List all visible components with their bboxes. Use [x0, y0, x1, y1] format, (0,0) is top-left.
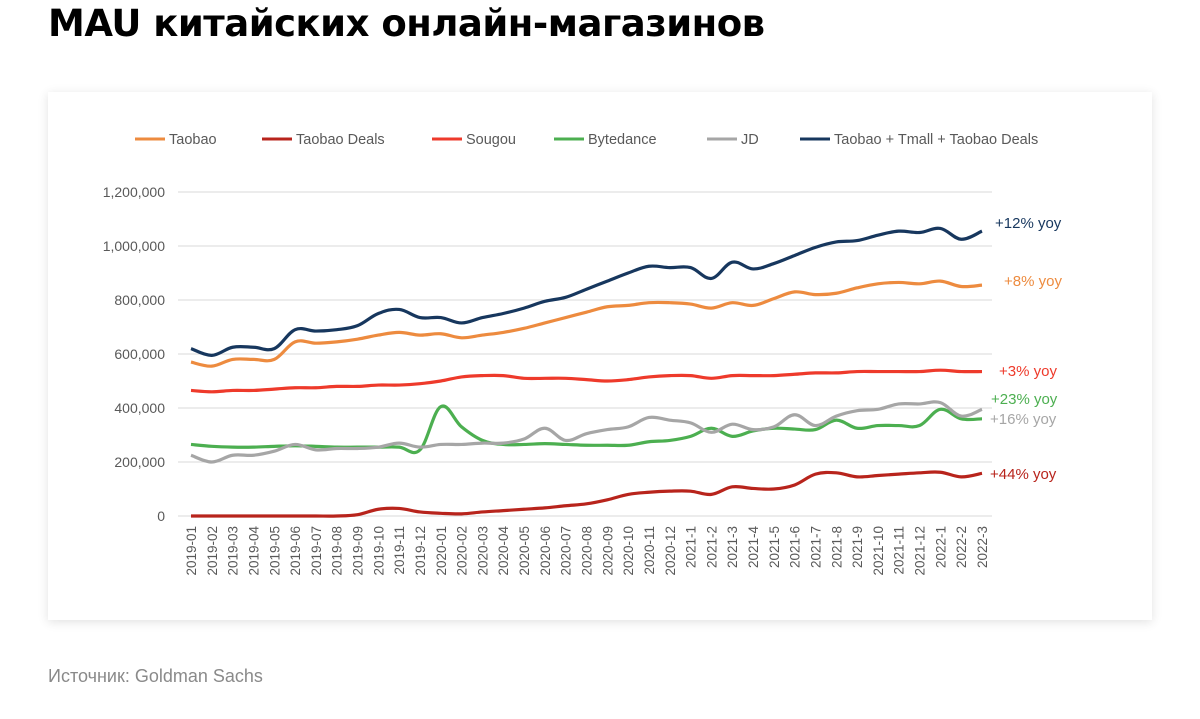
x-tick-label: 2021-3	[725, 526, 740, 568]
x-tick-label: 2021-11	[892, 526, 907, 575]
yoy-annotation: +8% yoy	[1004, 273, 1062, 290]
series-line-jd	[190, 400, 983, 464]
yoy-annotation: +12% yoy	[995, 215, 1062, 232]
x-tick-label: 2020-03	[475, 526, 490, 576]
yoy-annotation: +3% yoy	[999, 363, 1057, 380]
x-tick-label: 2020-11	[642, 526, 657, 575]
x-axis: 2019-01 2019-02 2019-03 2019-04 2019-05 2019-…	[184, 526, 990, 576]
x-tick-label: 2022-1	[933, 526, 948, 568]
gridlines	[178, 191, 992, 517]
x-tick-label: 2020-06	[538, 526, 553, 576]
series-line-bytedance	[190, 404, 983, 455]
x-tick-label: 2019-02	[205, 526, 220, 576]
x-tick-label: 2019-01	[184, 526, 199, 576]
x-tick-label: 2020-04	[496, 526, 511, 576]
x-tick-label: 2020-05	[517, 526, 532, 576]
x-tick-label: 2021-1	[684, 526, 699, 568]
x-tick-label: 2019-04	[246, 526, 261, 576]
x-tick-label: 2020-10	[621, 526, 636, 576]
x-tick-label: 2019-07	[309, 526, 324, 576]
x-tick-label: 2021-5	[767, 526, 782, 568]
x-tick-label: 2021-10	[871, 526, 886, 576]
source-note: Источник: Goldman Sachs	[48, 666, 263, 686]
x-tick-label: 2021-6	[788, 526, 803, 568]
x-tick-label: 2019-08	[330, 526, 345, 576]
x-tick-label: 2019-09	[351, 526, 366, 576]
x-tick-label: 2021-12	[913, 526, 928, 576]
series-line-taobao-deals	[190, 470, 983, 518]
chart-card: Taobao Taobao Deals Sougou Bytedance JD Taoba…	[48, 92, 1152, 620]
x-tick-label: 2021-9	[850, 526, 865, 568]
yoy-annotation: +16% yoy	[990, 411, 1057, 428]
x-tick-label: 2020-07	[559, 526, 574, 576]
x-tick-label: 2019-05	[267, 526, 282, 576]
x-tick-label: 2021-7	[808, 526, 823, 568]
series-line-taobao	[190, 279, 983, 368]
series-line-sougou	[190, 368, 983, 394]
y-tick-label: 1,200,000	[103, 184, 165, 200]
x-tick-label: 2020-08	[580, 526, 595, 576]
y-axis: 0 200,000 400,000 600,000 800,000 1,000,000 1,…	[103, 184, 166, 524]
y-tick-label: 200,000	[114, 454, 165, 470]
x-tick-label: 2019-06	[288, 526, 303, 576]
y-tick-label: 0	[157, 508, 165, 524]
x-tick-label: 2021-4	[746, 526, 761, 569]
legend-label: Taobao	[169, 132, 217, 148]
x-tick-label: 2020-09	[600, 526, 615, 576]
series-line-taobao-tmall-taobao-deals	[190, 226, 983, 357]
yoy-annotation: +44% yoy	[990, 466, 1057, 483]
x-tick-label: 2020-02	[455, 526, 470, 576]
x-tick-label: 2020-12	[663, 526, 678, 576]
x-tick-label: 2019-03	[226, 526, 241, 576]
y-tick-label: 400,000	[114, 400, 165, 416]
series-lines	[190, 226, 983, 518]
x-tick-label: 2019-12	[413, 526, 428, 576]
x-tick-label: 2019-11	[392, 526, 407, 575]
x-tick-label: 2020-01	[434, 526, 449, 576]
line-chart: Taobao Taobao Deals Sougou Bytedance JD Taoba…	[103, 132, 1063, 576]
y-tick-label: 800,000	[114, 292, 165, 308]
annotations: +8% yoy +44% yoy +3% yoy +23% yoy +16% yoy +1…	[990, 215, 1062, 483]
x-tick-label: 2021-2	[704, 526, 719, 568]
legend-label: Taobao Deals	[296, 132, 385, 148]
page-title: MAU китайских онлайн-магазинов	[48, 2, 765, 45]
x-tick-label: 2019-10	[371, 526, 386, 576]
legend-label: JD	[741, 132, 759, 148]
y-tick-label: 1,000,000	[103, 238, 165, 254]
y-tick-label: 600,000	[114, 346, 165, 362]
legend: Taobao Taobao Deals Sougou Bytedance JD Taoba…	[135, 132, 1038, 148]
legend-label: Taobao + Tmall + Taobao Deals	[834, 132, 1038, 148]
legend-label: Sougou	[466, 132, 516, 148]
x-tick-label: 2022-3	[975, 526, 990, 568]
x-tick-label: 2022-2	[954, 526, 969, 568]
x-tick-label: 2021-8	[829, 526, 844, 568]
yoy-annotation: +23% yoy	[991, 391, 1058, 408]
legend-label: Bytedance	[588, 132, 657, 148]
